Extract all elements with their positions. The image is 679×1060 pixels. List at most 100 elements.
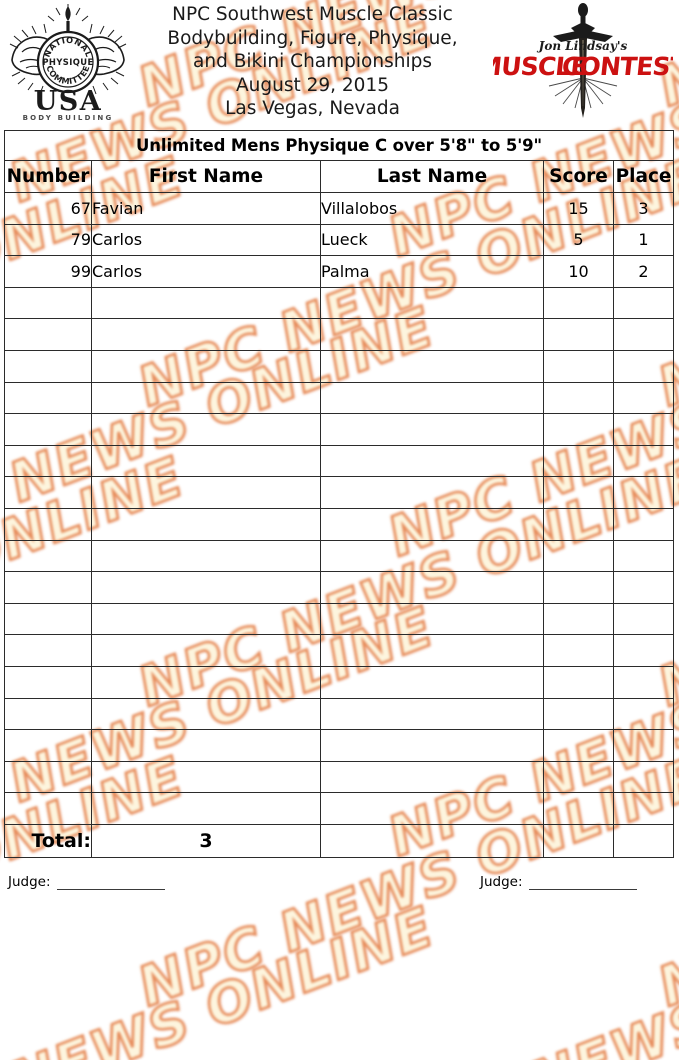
cell-first[interactable] xyxy=(91,665,321,699)
cell-first[interactable]: Carlos xyxy=(91,223,321,257)
judge-signature-line-right[interactable] xyxy=(528,877,637,890)
cell-score[interactable] xyxy=(543,602,614,636)
cell-number[interactable] xyxy=(4,507,92,541)
cell-score[interactable] xyxy=(543,571,614,604)
cell-number[interactable] xyxy=(4,539,92,573)
cell-number[interactable] xyxy=(4,413,92,446)
cell-last[interactable] xyxy=(320,507,544,541)
cell-score[interactable] xyxy=(543,539,614,573)
cell-place[interactable] xyxy=(612,349,675,383)
cell-score[interactable]: 5 xyxy=(543,223,614,257)
cell-place[interactable] xyxy=(612,381,675,415)
cell-place[interactable]: 1 xyxy=(612,223,675,257)
cell-first[interactable]: Carlos xyxy=(91,255,321,288)
cell-score[interactable]: 15 xyxy=(543,192,614,225)
cell-number[interactable] xyxy=(4,476,92,509)
cell-score[interactable] xyxy=(543,349,614,383)
cell-last[interactable] xyxy=(320,539,544,573)
cell-score[interactable] xyxy=(543,286,614,320)
cell-first[interactable] xyxy=(91,729,321,762)
cell-score[interactable] xyxy=(543,792,614,825)
cell-place[interactable] xyxy=(612,697,675,731)
cell-score[interactable] xyxy=(543,665,614,699)
cell-place[interactable] xyxy=(612,444,675,478)
cell-first[interactable] xyxy=(91,697,321,731)
cell-last[interactable] xyxy=(320,286,544,320)
cell-last[interactable]: Palma xyxy=(320,255,544,288)
cell-score[interactable] xyxy=(543,381,614,415)
cell-score[interactable] xyxy=(543,760,614,794)
cell-score[interactable]: 10 xyxy=(543,255,614,288)
cell-last[interactable] xyxy=(320,318,544,351)
cell-last[interactable] xyxy=(320,634,544,667)
cell-place[interactable]: 2 xyxy=(612,255,675,288)
cell-last[interactable] xyxy=(320,381,544,415)
cell-number[interactable] xyxy=(4,792,92,825)
cell-last[interactable] xyxy=(320,476,544,509)
cell-place[interactable] xyxy=(612,318,675,351)
cell-last[interactable] xyxy=(320,792,544,825)
cell-first[interactable] xyxy=(91,539,321,573)
cell-last[interactable] xyxy=(320,349,544,383)
cell-number[interactable] xyxy=(4,571,92,604)
cell-first[interactable] xyxy=(91,413,321,446)
cell-number[interactable] xyxy=(4,318,92,351)
cell-first[interactable] xyxy=(91,476,321,509)
cell-number[interactable] xyxy=(4,444,92,478)
cell-first[interactable] xyxy=(91,349,321,383)
cell-first[interactable] xyxy=(91,571,321,604)
cell-number[interactable] xyxy=(4,729,92,762)
cell-first[interactable] xyxy=(91,760,321,794)
cell-score[interactable] xyxy=(543,318,614,351)
cell-place[interactable] xyxy=(612,602,675,636)
cell-first[interactable]: Favian xyxy=(91,192,321,225)
cell-score[interactable] xyxy=(543,729,614,762)
cell-last[interactable] xyxy=(320,413,544,446)
cell-last[interactable] xyxy=(320,760,544,794)
cell-place[interactable] xyxy=(612,729,675,762)
cell-last[interactable] xyxy=(320,697,544,731)
cell-place[interactable] xyxy=(612,539,675,573)
cell-last[interactable] xyxy=(320,444,544,478)
cell-first[interactable] xyxy=(91,602,321,636)
cell-place[interactable] xyxy=(612,792,675,825)
cell-place[interactable] xyxy=(612,286,675,320)
cell-number[interactable] xyxy=(4,602,92,636)
cell-number[interactable]: 99 xyxy=(4,255,92,288)
cell-last[interactable] xyxy=(320,729,544,762)
cell-place[interactable] xyxy=(612,634,675,667)
cell-first[interactable] xyxy=(91,381,321,415)
cell-number[interactable] xyxy=(4,634,92,667)
cell-score[interactable] xyxy=(543,634,614,667)
cell-number[interactable] xyxy=(4,697,92,731)
cell-number[interactable] xyxy=(4,381,92,415)
cell-number[interactable] xyxy=(4,286,92,320)
cell-place[interactable]: 3 xyxy=(612,192,675,225)
cell-number[interactable] xyxy=(4,349,92,383)
cell-number[interactable]: 67 xyxy=(4,192,92,225)
cell-last[interactable] xyxy=(320,665,544,699)
cell-place[interactable] xyxy=(612,507,675,541)
cell-number[interactable]: 79 xyxy=(4,223,92,257)
cell-score[interactable] xyxy=(543,697,614,731)
cell-first[interactable] xyxy=(91,507,321,541)
judge-signature-line-left[interactable] xyxy=(56,877,165,890)
cell-place[interactable] xyxy=(612,476,675,509)
cell-place[interactable] xyxy=(612,413,675,446)
cell-first[interactable] xyxy=(91,634,321,667)
cell-place[interactable] xyxy=(612,760,675,794)
cell-last[interactable] xyxy=(320,602,544,636)
cell-last[interactable]: Lueck xyxy=(320,223,544,257)
cell-last[interactable]: Villalobos xyxy=(320,192,544,225)
cell-score[interactable] xyxy=(543,413,614,446)
cell-score[interactable] xyxy=(543,476,614,509)
cell-first[interactable] xyxy=(91,286,321,320)
cell-first[interactable] xyxy=(91,792,321,825)
cell-first[interactable] xyxy=(91,444,321,478)
cell-place[interactable] xyxy=(612,571,675,604)
cell-place[interactable] xyxy=(612,665,675,699)
cell-score[interactable] xyxy=(543,507,614,541)
cell-number[interactable] xyxy=(4,760,92,794)
cell-number[interactable] xyxy=(4,665,92,699)
cell-first[interactable] xyxy=(91,318,321,351)
